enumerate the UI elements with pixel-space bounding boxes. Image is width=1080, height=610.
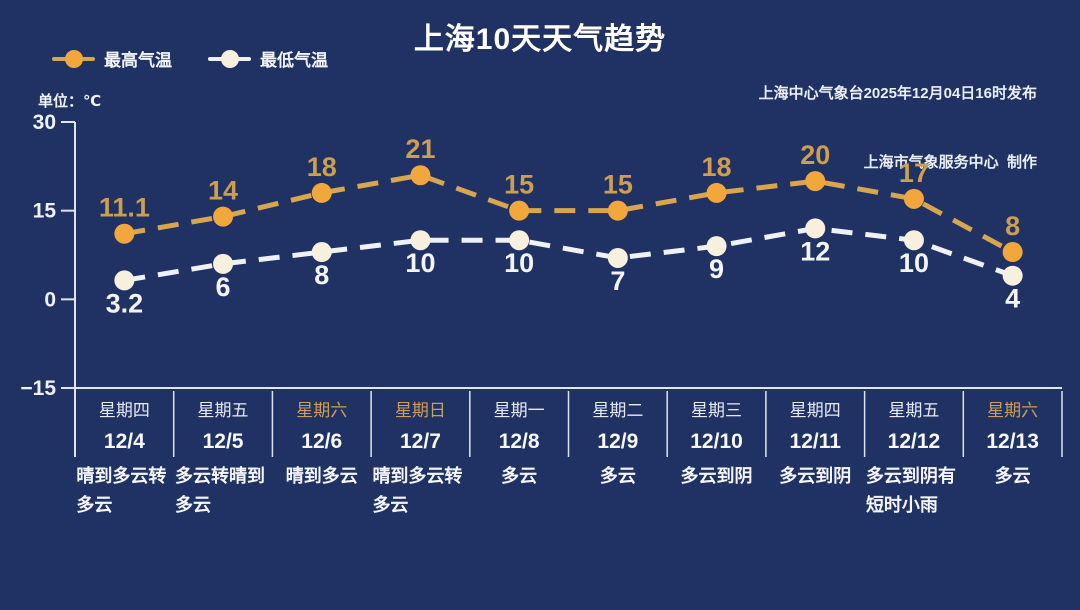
high-temp-point — [213, 206, 234, 227]
high-temp-point — [311, 182, 332, 203]
low-temp-line — [123, 225, 1014, 283]
high-temp-line — [123, 172, 1014, 255]
high-temp-value-label: 18 — [307, 152, 337, 182]
low-temp-point — [509, 230, 530, 251]
y-axis-tick-label: 15 — [33, 200, 57, 223]
y-axis-tick-label: 0 — [44, 288, 56, 311]
high-temp-value-label: 18 — [702, 152, 732, 182]
low-temp-point — [410, 230, 431, 251]
unit-label: 单位：℃ — [38, 93, 102, 110]
high-temp-value-label: 14 — [208, 176, 238, 206]
low-temp-point — [311, 242, 332, 263]
high-temp-value-label: 15 — [504, 170, 534, 200]
low-temp-value-label: 12 — [800, 236, 830, 266]
high-temp-point — [509, 200, 530, 221]
low-temp-value-label: 9 — [709, 254, 724, 284]
publisher-info: 上海中心气象台2025年12月04日16时发布 上海市气象服务中心 制作 — [759, 36, 1037, 220]
high-temp-legend-label: 最高气温 — [104, 51, 172, 70]
high-temp-value-label: 20 — [800, 140, 830, 170]
low-temp-point — [903, 230, 924, 251]
high-temp-point — [607, 200, 628, 221]
low-temp-legend-dot — [220, 49, 239, 68]
low-temp-value-label: 10 — [405, 248, 435, 278]
legend: 最高气温 最低气温 — [52, 46, 328, 71]
high-temp-point — [805, 171, 826, 192]
high-temp-point — [903, 188, 924, 209]
y-axis-tick-label: −15 — [20, 377, 56, 400]
low-temp-point — [805, 218, 826, 239]
y-axis-tick-label: 30 — [33, 111, 56, 134]
high-temp-point — [114, 223, 135, 244]
high-temp-value-label: 8 — [1005, 211, 1020, 241]
low-temp-value-label: 10 — [899, 248, 929, 278]
page-title: 上海10天天气趋势 — [413, 23, 667, 56]
low-temp-value-label: 4 — [1005, 284, 1020, 314]
high-temp-point — [410, 165, 431, 186]
low-temp-legend-label: 最低气温 — [260, 51, 328, 70]
high-temp-value-label: 15 — [603, 170, 633, 200]
high-temp-legend-marker-icon — [52, 49, 95, 68]
low-temp-point — [1002, 265, 1023, 286]
low-temp-legend-marker-icon — [208, 49, 251, 68]
high-temp-value-label: 21 — [405, 134, 435, 164]
low-temp-value-label: 7 — [610, 266, 625, 296]
low-temp-point — [706, 236, 727, 257]
publisher-maker-line: 上海市气象服务中心 制作 — [863, 154, 1037, 171]
high-temp-value-label: 11.1 — [99, 193, 150, 223]
low-temp-value-label: 3.2 — [106, 288, 144, 318]
high-temp-point — [1002, 242, 1023, 263]
high-temp-point — [706, 182, 727, 203]
legend-item-low-temp: 最低气温 — [208, 46, 328, 71]
legend-item-high-temp: 最高气温 — [52, 46, 172, 71]
low-temp-point — [213, 253, 234, 274]
publisher-issued-line: 上海中心气象台2025年12月04日16时发布 — [758, 85, 1037, 102]
low-temp-point — [114, 270, 135, 291]
low-temp-value-label: 6 — [216, 272, 231, 302]
low-temp-point — [607, 247, 628, 268]
high-temp-value-label: 17 — [899, 158, 929, 188]
low-temp-value-label: 10 — [504, 248, 534, 278]
high-temp-legend-dot — [64, 49, 83, 68]
low-temp-value-label: 8 — [314, 260, 329, 290]
